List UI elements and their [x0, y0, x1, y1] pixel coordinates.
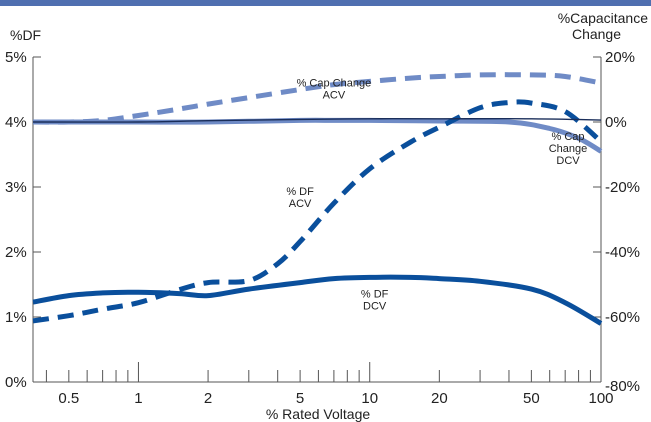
series-layer — [32, 72, 603, 326]
x-tick-label: 0.5 — [58, 390, 79, 407]
y-left-tick-label: 2% — [5, 244, 27, 261]
y-right-tick-label: -60% — [605, 309, 640, 326]
labels-layer: %DF %Capacitance Change % Rated Voltage … — [10, 10, 648, 422]
x-tick-label: 2 — [204, 390, 212, 407]
series-annotation-label: DCV — [556, 155, 580, 167]
x-tick-label: 50 — [523, 390, 540, 407]
y-right-tick-label: -40% — [605, 244, 640, 261]
x-tick-label: 100 — [588, 390, 613, 407]
series-annotation-label: % DF — [286, 186, 314, 198]
series-annotation-label: ACV — [289, 198, 312, 210]
series-annotation-label: ACV — [323, 89, 346, 101]
x-axis-title: % Rated Voltage — [266, 406, 371, 422]
y-axis-right-title-line1: %Capacitance — [558, 10, 648, 26]
top-decorative-stripe — [0, 0, 651, 6]
series-annotation-label: % Cap — [551, 131, 584, 143]
series-annotation-label: % DF — [361, 289, 389, 301]
y-left-tick-label: 4% — [5, 114, 27, 131]
y-right-tick-label: -80% — [605, 378, 640, 395]
y-axis-right-title-line2: Change — [572, 26, 621, 42]
y-left-tick-label: 3% — [5, 179, 27, 196]
y-left-tick-label: 5% — [5, 49, 27, 66]
series-reference-line — [32, 117, 602, 123]
y-right-tick-label: 0% — [605, 114, 627, 131]
y-left-tick-label: 1% — [5, 309, 27, 326]
series-cap-acv-line — [32, 72, 602, 125]
y-left-tick-label: 0% — [5, 374, 27, 391]
y-right-tick-label: 20% — [605, 49, 635, 66]
x-tick-label: 5 — [296, 390, 304, 407]
x-tick-label: 20 — [431, 390, 448, 407]
x-tick-label: 10 — [361, 390, 378, 407]
series-df-dcv-line — [32, 274, 603, 326]
x-tick-label: 1 — [134, 390, 142, 407]
series-annotation-label: DCV — [363, 301, 387, 313]
series-df-acv-line — [32, 99, 603, 324]
series-annotation-label: % Cap Change — [297, 77, 372, 89]
series-cap-dcv-line — [33, 117, 603, 154]
y-axis-left-title: %DF — [10, 27, 41, 43]
y-right-tick-label: -20% — [605, 179, 640, 196]
axes-layer: 0% 1% 2% 3% 4% 5% -80% -60% -40% -20% 0% 20% 0.5 1 2 5 1… — [5, 49, 640, 407]
series-annotation-label: Change — [549, 143, 588, 155]
